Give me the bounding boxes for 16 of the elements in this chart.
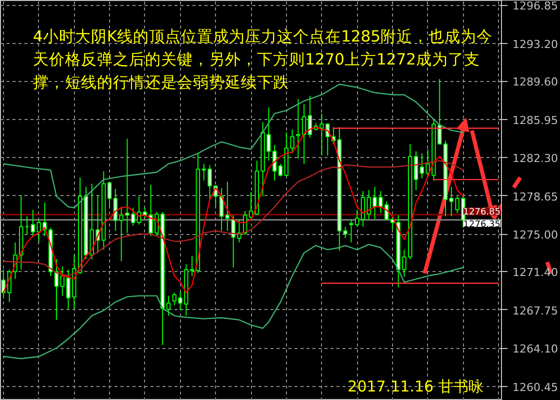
- y-tick-label: 1296.85: [512, 0, 558, 13]
- y-tick-label: 1285.95: [512, 114, 558, 127]
- ref-line-label: 1276.85: [463, 208, 500, 218]
- text: 4小时大阴K线的顶点位置成为压力这个点在1285附近，也成为今天价格反弹之后的关键，另外，下方则1270上方1272成为了支撑，短线的行情还是会弱势延续下跌: [33, 28, 493, 92]
- y-tick-label: 1264.10: [512, 342, 558, 356]
- y-tick-label: 1289.60: [512, 76, 558, 89]
- line-series: [2, 244, 464, 360]
- candlestick: [166, 295, 171, 316]
- annotation: 2017.11.16 甘书咏: [348, 378, 484, 396]
- candlestick: [225, 181, 230, 232]
- ref-line-label: 1276.35: [463, 220, 500, 230]
- y-tick-label: 1293.20: [512, 38, 558, 51]
- candlestick: [343, 226, 348, 239]
- y-tick-label: 1282.30: [512, 152, 558, 166]
- y-tick-label: 1267.75: [512, 304, 558, 318]
- y-tick-label: 1260.45: [512, 380, 558, 394]
